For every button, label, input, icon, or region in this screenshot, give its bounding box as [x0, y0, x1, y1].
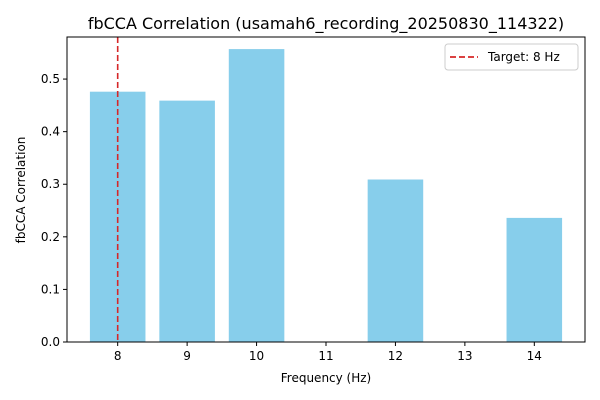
x-tick-label: 10	[249, 349, 264, 363]
x-tick-label: 8	[114, 349, 122, 363]
x-tick-label: 12	[388, 349, 403, 363]
axes-frame	[66, 36, 586, 343]
y-tick-label: 0.1	[41, 282, 60, 296]
x-tick-label: 9	[183, 349, 191, 363]
bar-10-hz	[228, 49, 285, 343]
x-tick-label: 11	[318, 349, 333, 363]
bar-9-hz	[159, 100, 215, 343]
y-tick-label: 0.3	[41, 177, 60, 191]
bar-12-hz	[367, 179, 424, 342]
y-tick-label: 0.5	[41, 72, 60, 86]
bars-group	[89, 49, 563, 343]
y-tick-label: 0.0	[41, 335, 60, 349]
y-tick-label: 0.4	[41, 125, 60, 139]
y-ticks: 0.0 0.1 0.2 0.3 0.4 0.5	[41, 72, 67, 349]
bar-14-hz	[506, 217, 563, 342]
plot-area: 8 9 10 11 12 13 14 0.0 0.1 0.2 0.3 0.4 0.5	[41, 36, 586, 363]
x-tick-label: 13	[457, 349, 472, 363]
x-tick-label: 14	[527, 349, 542, 363]
y-axis-label: fbCCA Correlation	[14, 137, 28, 244]
legend-box	[444, 43, 579, 71]
chart-title: fbCCA Correlation (usamah6_recording_202…	[88, 14, 564, 34]
x-axis-label: Frequency (Hz)	[281, 371, 372, 385]
y-tick-label: 0.2	[41, 230, 60, 244]
legend: Target: 8 Hz	[444, 43, 579, 71]
legend-target-label: Target: 8 Hz	[487, 50, 560, 64]
x-ticks: 8 9 10 11 12 13 14	[114, 342, 542, 363]
